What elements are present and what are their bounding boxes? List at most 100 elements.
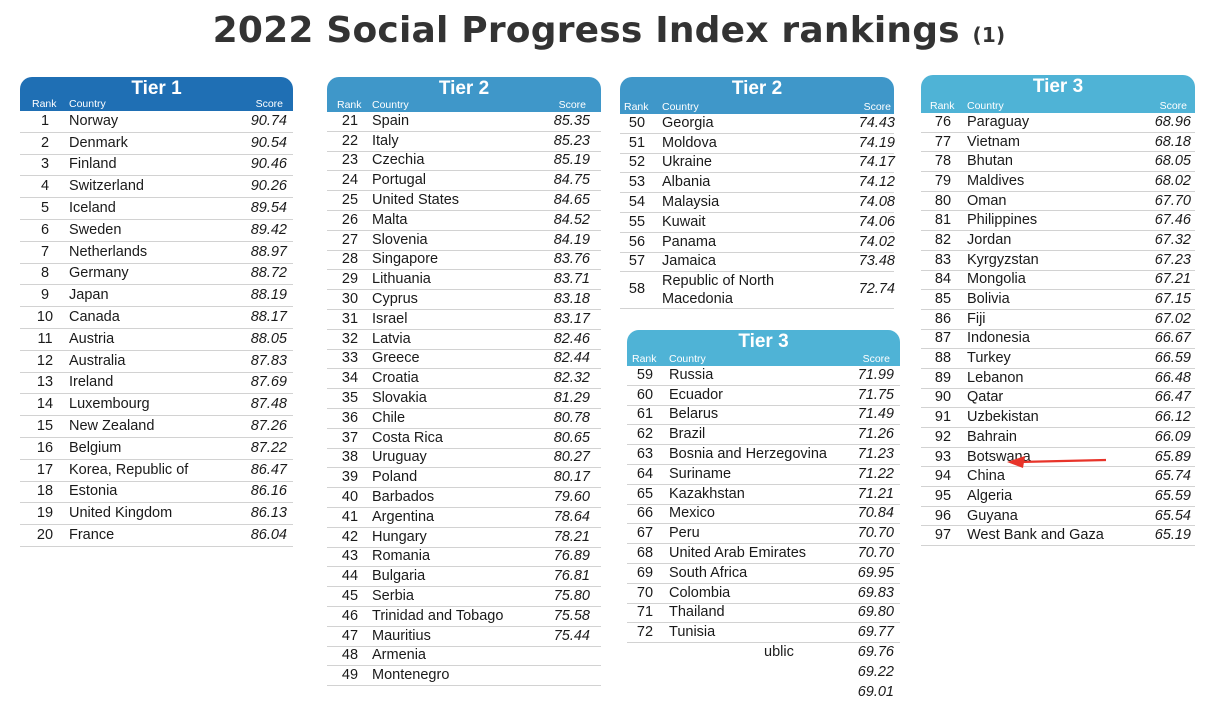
country-cell: Albania: [662, 174, 711, 191]
score-cell: 87.83: [250, 352, 287, 369]
table-row: 14 Luxembourg 87.48: [20, 394, 293, 417]
rank-cell: 34: [341, 370, 359, 387]
score-cell: 66.48: [1154, 369, 1191, 386]
score-column-header: Score: [255, 98, 283, 110]
table-row: 52 Ukraine 74.17: [620, 154, 895, 174]
score-cell: 80.17: [553, 469, 590, 486]
country-cell: Germany: [69, 265, 129, 282]
score-cell: 71.49: [857, 406, 894, 423]
table-row: 69 South Africa 69.95: [627, 564, 900, 584]
rank-cell: 82: [934, 231, 952, 248]
score-cell: 82.44: [553, 350, 590, 367]
rank-cell: 58: [628, 281, 646, 298]
rank-cell: 85: [934, 291, 952, 308]
score-cell: 80.27: [553, 449, 590, 466]
score-cell: 74.06: [858, 213, 895, 230]
table-row: 53 Albania 74.12: [620, 173, 895, 194]
score-cell: 74.19: [858, 134, 895, 151]
country-cell: Panama: [662, 233, 717, 250]
rank-cell: 11: [37, 330, 53, 347]
rank-cell: 20: [36, 527, 54, 544]
table-row: 68 United Arab Emirates 70.70: [627, 544, 900, 564]
score-cell: 85.23: [553, 132, 590, 149]
table-row: 87 Indonesia 66.67: [921, 330, 1195, 350]
rank-cell: 39: [341, 469, 359, 486]
country-cell: Poland: [372, 469, 418, 486]
score-cell: 89.54: [250, 200, 287, 217]
table-row: 69.01: [627, 683, 900, 703]
rank-cell: 27: [341, 231, 359, 248]
score-cell: 84.19: [553, 231, 590, 248]
title-suffix: (1): [972, 23, 1006, 47]
rank-cell: 46: [341, 607, 359, 624]
country-cell: Malta: [372, 211, 408, 228]
table-row: 20 France 86.04: [20, 525, 293, 547]
country-cell: Jordan: [967, 231, 1012, 248]
rank-cell: 65: [636, 485, 654, 502]
table-row: 71 Thailand 69.80: [627, 604, 900, 624]
country-cell: United Kingdom: [69, 505, 173, 522]
table-row: 62 Brazil 71.26: [627, 425, 900, 446]
rank-column-header: Rank: [624, 101, 649, 113]
table-row: 11 Austria 88.05: [20, 329, 293, 351]
country-cell: Italy: [372, 132, 399, 149]
country-cell: Republic of North Macedonia: [662, 273, 775, 308]
score-cell: 78.64: [553, 508, 590, 525]
rank-cell: 5: [40, 200, 50, 217]
score-cell: 70.84: [857, 505, 894, 522]
country-cell: Mexico: [669, 505, 715, 522]
score-cell: 83.17: [553, 310, 590, 327]
table-row: 69.22: [627, 663, 900, 683]
tier-header: Tier 3 Rank Country Score: [921, 75, 1195, 113]
score-cell: 68.02: [1154, 172, 1191, 189]
rank-cell: 63: [636, 446, 654, 463]
rank-cell: 3: [40, 156, 50, 173]
rank-cell: 37: [341, 429, 359, 446]
table-row: 56 Panama 74.02: [620, 233, 895, 253]
country-cell: Austria: [69, 330, 115, 347]
score-cell: 66.12: [1154, 409, 1191, 426]
table-row: 72 Tunisia 69.77: [627, 623, 900, 644]
tier-title: Tier 2: [731, 78, 783, 99]
score-cell: 86.04: [250, 527, 287, 544]
country-cell: Uzbekistan: [967, 409, 1039, 426]
rank-cell: 18: [36, 483, 54, 500]
country-cell: Luxembourg: [69, 396, 150, 413]
score-cell: 84.65: [553, 192, 590, 209]
table-row: 81 Philippines 67.46: [921, 211, 1195, 232]
country-cell: Colombia: [669, 584, 731, 601]
table-row: 55 Kuwait 74.06: [620, 213, 895, 233]
table-row: 43 Romania 76.89: [327, 548, 601, 568]
rank-cell: 8: [40, 265, 50, 282]
score-cell: 75.80: [553, 588, 590, 605]
country-cell: Iceland: [69, 200, 116, 217]
score-cell: 90.26: [250, 178, 287, 195]
rank-cell: 4: [40, 178, 50, 195]
country-cell: Ukraine: [662, 154, 712, 171]
rank-cell: 49: [341, 667, 359, 684]
country-cell: Vietnam: [967, 133, 1020, 150]
score-cell: 71.22: [857, 465, 894, 482]
table-row: 82 Jordan 67.32: [921, 231, 1195, 251]
table-row: 8 Germany 88.72: [20, 264, 293, 286]
table-row: 31 Israel 83.17: [327, 310, 601, 330]
country-cell: Turkey: [967, 350, 1011, 367]
country-cell: Slovenia: [372, 231, 428, 248]
score-cell: 87.22: [250, 439, 287, 456]
score-cell: 76.89: [553, 548, 590, 565]
country-cell: Korea, Republic of: [69, 461, 189, 478]
country-cell: Romania: [372, 548, 431, 565]
country-cell: Singapore: [372, 251, 439, 268]
rank-cell: 76: [934, 113, 952, 130]
rank-cell: 66: [636, 505, 654, 522]
score-cell: 80.78: [553, 409, 590, 426]
table-row: 54 Malaysia 74.08: [620, 193, 895, 213]
rank-cell: 71: [636, 604, 654, 621]
country-cell: Bosnia and Herzegovina: [669, 446, 827, 463]
score-cell: 82.46: [553, 330, 590, 347]
score-column-header: Score: [558, 99, 586, 111]
country-cell: Norway: [69, 112, 119, 129]
title-text: 2022 Social Progress Index rankings: [212, 10, 960, 51]
country-cell: Greece: [372, 350, 420, 367]
score-cell: 66.47: [1154, 389, 1191, 406]
